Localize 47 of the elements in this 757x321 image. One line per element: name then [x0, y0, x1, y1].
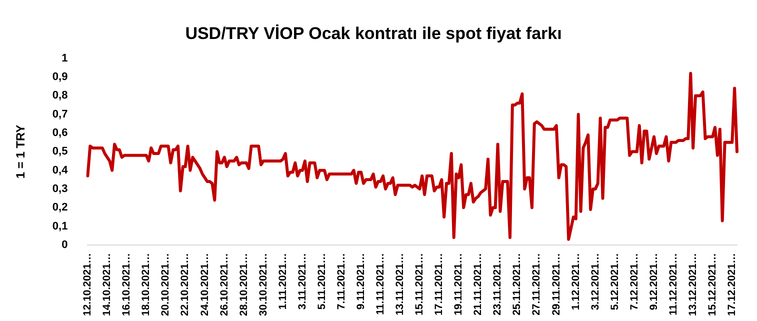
- x-tick-label: 18.10.2021…: [140, 252, 152, 316]
- y-tick-label: 0: [62, 238, 68, 251]
- x-tick-label: 1.11.2021…: [276, 252, 289, 310]
- x-tick-label: 26.10.2021…: [218, 252, 230, 316]
- x-tick-label: 17.11.2021…: [433, 252, 446, 316]
- y-tick-label: 0,5: [52, 146, 68, 158]
- x-tick-label: 3.12.2021…: [589, 252, 602, 310]
- x-tick-label: 14.10.2021…: [101, 252, 114, 316]
- x-tick-label: 13.11.2021…: [394, 252, 406, 316]
- y-tick-label: 0,1: [52, 220, 68, 232]
- x-tick-label: 20.10.2021…: [160, 252, 172, 316]
- y-tick-label: 0,7: [52, 108, 68, 120]
- x-tick-label: 5.11.2021…: [316, 252, 328, 310]
- x-tick-label: 11.12.2021…: [667, 252, 680, 316]
- x-tick-label: 1.12.2021…: [570, 252, 582, 310]
- y-tick-label: 0,2: [52, 202, 68, 214]
- x-tick-label: 9.11.2021…: [354, 252, 367, 310]
- x-tick-label: 5.12.2021…: [608, 252, 621, 310]
- x-tick-label: 23.11.2021…: [492, 252, 504, 316]
- x-tick-label: 27.11.2021…: [530, 252, 543, 316]
- y-tick-label: 0,6: [52, 127, 68, 140]
- x-tick-label: 13.12.2021…: [686, 252, 699, 316]
- x-tick-label: 25.11.2021…: [511, 252, 524, 316]
- x-tick-label: 24.10.2021…: [198, 252, 211, 316]
- x-tick-label: 3.11.2021…: [296, 252, 308, 310]
- x-tick-label: 7.12.2021…: [628, 252, 640, 310]
- x-tick-label: 22.10.2021…: [179, 252, 192, 316]
- chart-title: USD/TRY VİOP Ocak kontratı ile spot fiyat farkı: [185, 24, 562, 43]
- x-tick-label: 11.11.2021…: [374, 252, 387, 315]
- x-tick-label: 15.12.2021…: [706, 252, 718, 316]
- x-tick-label: 16.10.2021…: [120, 252, 133, 316]
- y-tick-label: 0,8: [52, 90, 68, 102]
- x-tick-label: 15.11.2021…: [414, 252, 426, 316]
- y-tick-label: 0,9: [52, 71, 68, 84]
- x-tick-label: 19.11.2021…: [452, 252, 465, 316]
- y-tick-label: 1: [62, 52, 68, 64]
- x-tick-label: 29.11.2021…: [550, 252, 562, 316]
- y-tick-label: 0,4: [52, 164, 69, 176]
- x-tick-label: 30.10.2021…: [257, 252, 270, 316]
- x-tick-label: 7.11.2021…: [335, 252, 348, 310]
- y-axis-title: 1 = 1 TRY: [14, 124, 28, 179]
- x-tick-label: 12.10.2021…: [82, 252, 94, 316]
- y-tick-label: 0,3: [52, 183, 68, 196]
- x-tick-label: 9.12.2021…: [648, 252, 660, 310]
- x-tick-label: 21.11.2021…: [472, 252, 484, 316]
- x-tick-label: 17.12.2021…: [726, 252, 738, 316]
- x-tick-label: 28.10.2021…: [238, 252, 250, 316]
